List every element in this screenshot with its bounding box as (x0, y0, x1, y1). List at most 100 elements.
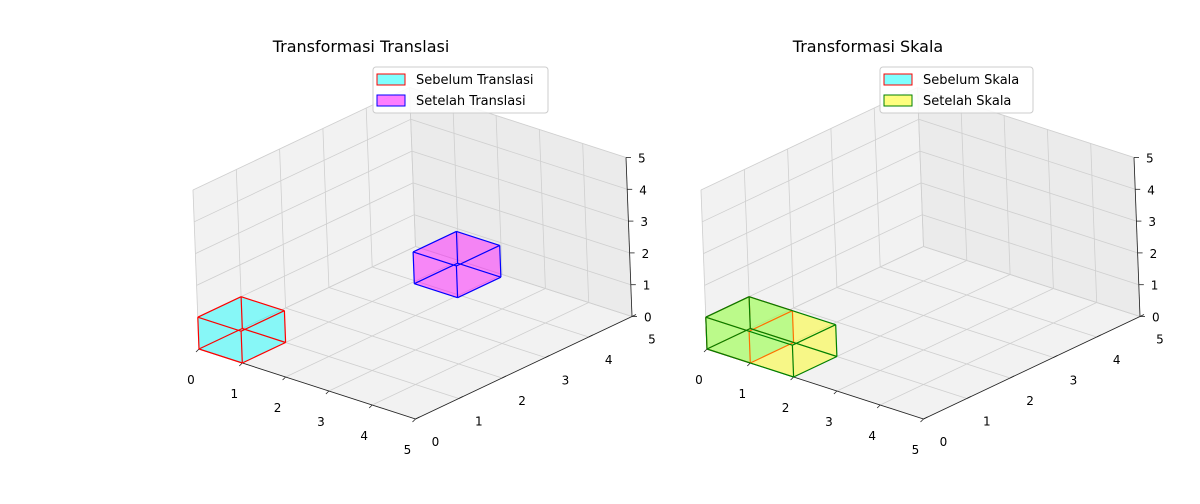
z-tick-label: 1 (643, 279, 651, 293)
y-tick-label: 2 (1026, 394, 1034, 408)
box-edge (412, 230, 457, 253)
box-face (749, 296, 837, 357)
x-tick (195, 348, 200, 353)
box-2 (412, 230, 502, 299)
legend-box (372, 66, 549, 114)
x-tick-label: 5 (404, 443, 412, 457)
left-grid-line-y (409, 87, 416, 247)
box-edge (750, 341, 794, 364)
box-face (197, 296, 243, 349)
box-edge (499, 245, 502, 278)
z-axis-line (625, 157, 633, 317)
x-tick-label: 1 (738, 387, 746, 401)
box-edge (706, 327, 751, 350)
box-face (749, 296, 794, 343)
floor-grid-line-x (285, 274, 503, 378)
legend-label: Sebelum Translasi (416, 73, 533, 88)
box-edge (748, 296, 836, 326)
x-tick (412, 418, 416, 423)
x-tick (325, 390, 330, 395)
floor-grid-line-x (328, 288, 546, 392)
y-tick (923, 416, 928, 420)
back-grid-line-z (414, 214, 631, 286)
box-face (456, 245, 501, 298)
y-tick (1139, 314, 1145, 317)
box-edge (455, 231, 459, 264)
box-face (707, 328, 837, 377)
box-edge (457, 276, 502, 299)
left-grid-line-z (196, 182, 414, 286)
box-face (792, 324, 837, 377)
box-edge (457, 262, 502, 278)
y-tick-label: 4 (1113, 353, 1121, 367)
legend-label: Setelah Skala (923, 94, 1011, 109)
z-tick-label: 3 (1148, 215, 1156, 229)
left-grid-line-z (195, 150, 413, 254)
box-edge (283, 310, 287, 343)
back-grid-line-z (922, 214, 1139, 286)
z-tick-label: 5 (1146, 152, 1154, 166)
back-grid-line-z (411, 150, 629, 222)
z-tick-label: 2 (1150, 247, 1158, 261)
left-grid-line-y (830, 128, 838, 288)
y-tick-label: 1 (983, 415, 991, 429)
back-grid-line-x (1047, 129, 1054, 289)
x-tick-label: 0 (695, 373, 703, 387)
box-edge (705, 296, 750, 318)
x-tick-label: 3 (317, 415, 325, 429)
y-tick (966, 396, 971, 399)
x-tick (747, 362, 751, 367)
left-grid-line-y (787, 148, 794, 309)
legend: Sebelum Skala Setelah Skala (879, 66, 1034, 114)
y-tick-label: 0 (940, 435, 948, 449)
back-grid-line-z (919, 150, 1137, 222)
floor-grid-line-y (328, 287, 546, 358)
box-edge (748, 331, 751, 364)
box-edge (456, 244, 500, 267)
box-face (705, 296, 751, 349)
z-tick-label: 3 (640, 215, 648, 229)
z-tick-label: 4 (1147, 183, 1155, 197)
legend-swatch (883, 73, 913, 86)
y-axis-line (923, 316, 1141, 420)
floor-grid-line-y (415, 246, 633, 317)
box-face (705, 317, 751, 363)
left-grid-line-z (194, 118, 411, 223)
left-grid-line-z (703, 150, 921, 254)
box-edge (412, 251, 415, 284)
x-tick-label: 2 (782, 401, 790, 415)
y-tick-label: 4 (605, 353, 613, 367)
box-edge (748, 296, 751, 329)
y-axis-line (415, 316, 633, 420)
left-grid-line-z (704, 182, 922, 286)
x-tick-label: 4 (868, 429, 876, 443)
box-face (199, 328, 286, 363)
x-tick-label: 4 (360, 429, 368, 443)
z-tick-label: 5 (638, 152, 646, 166)
x-tick-label: 2 (274, 401, 282, 415)
y-tick-label: 1 (475, 415, 483, 429)
floor-grid-line-y (793, 307, 1011, 379)
box-edge (414, 262, 458, 285)
floor-grid-line-y (285, 307, 503, 379)
box-2 (705, 296, 838, 378)
y-tick (415, 416, 420, 420)
x-tick-label: 3 (825, 415, 833, 429)
y-tick-label: 5 (1156, 333, 1164, 347)
box-face (707, 328, 794, 363)
box-edge (705, 317, 708, 350)
y-tick (588, 334, 593, 338)
box-edge (242, 327, 286, 344)
x-tick (920, 418, 924, 423)
left-grid-line-y (917, 87, 924, 247)
box-face (705, 296, 836, 346)
box-edge (792, 324, 836, 346)
box-edge (705, 316, 793, 346)
y-tick (631, 314, 637, 317)
chart-title: Transformasi Translasi (272, 37, 450, 56)
y-tick-label: 5 (648, 333, 656, 347)
back-grid-line-x (1003, 115, 1011, 275)
box-edge (240, 296, 285, 312)
left-grid-line-z (702, 118, 919, 223)
